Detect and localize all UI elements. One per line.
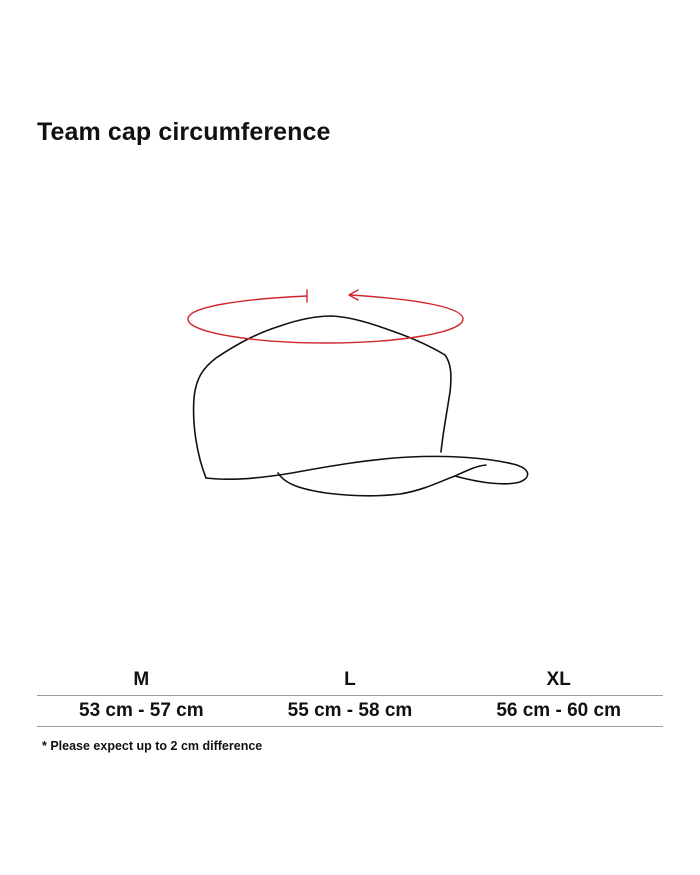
size-value-row: 53 cm - 57 cm 55 cm - 58 cm 56 cm - 60 c… bbox=[37, 695, 663, 727]
size-header-xl: XL bbox=[454, 664, 663, 696]
size-value-m: 53 cm - 57 cm bbox=[37, 695, 246, 727]
size-header-l: L bbox=[245, 664, 455, 696]
size-value-xl: 56 cm - 60 cm bbox=[454, 695, 663, 727]
circumference-arrow-icon bbox=[187, 289, 464, 344]
size-value-l: 55 cm - 58 cm bbox=[245, 695, 455, 727]
footnote: * Please expect up to 2 cm difference bbox=[42, 739, 263, 753]
cap-icon bbox=[192, 315, 529, 497]
size-header-row: M L XL bbox=[37, 664, 663, 696]
size-header-m: M bbox=[37, 664, 246, 696]
page-title: Team cap circumference bbox=[37, 118, 331, 146]
size-table: M L XL 53 cm - 57 cm 55 cm - 58 cm 56 cm… bbox=[37, 664, 663, 727]
